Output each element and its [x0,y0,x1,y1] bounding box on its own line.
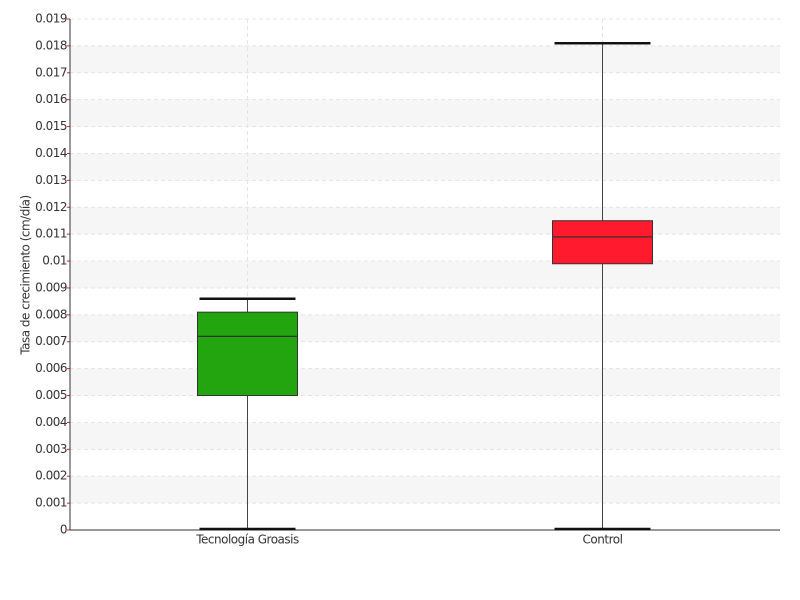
y-tick-label: 0.003 [35,442,67,456]
grid-band [70,476,780,504]
grid-band [70,45,780,73]
y-tick-label: 0.002 [35,469,67,483]
y-tick-label: 0 [60,523,67,537]
grid-band [70,153,780,181]
x-tick-label: Tecnología Groasis [195,533,299,547]
grid-band [70,368,780,396]
y-tick-label: 0.011 [35,227,67,241]
y-tick-label: 0.014 [35,146,67,160]
y-tick-label: 0.019 [35,12,67,26]
grid-band [70,422,780,450]
y-tick-label: 0.012 [35,200,67,214]
y-tick-label: 0.015 [35,119,67,133]
grid-band [70,99,780,127]
y-tick-label: 0.017 [35,65,67,79]
x-tick-label: Control [583,533,623,547]
grid-band [70,314,780,342]
y-tick-label: 0.005 [35,388,67,402]
y-tick-label: 0.018 [35,38,67,52]
y-tick-label: 0.007 [35,334,67,348]
y-tick-label: 0.006 [35,361,67,375]
y-tick-label: 0.013 [35,173,67,187]
grid-band [70,207,780,235]
y-tick-label: 0.016 [35,92,67,106]
y-axis-label: Tasa de crecimiento (cm/día) [19,195,33,355]
y-tick-label: 0.004 [35,415,67,429]
y-tick-label: 0.008 [35,307,67,321]
box [552,220,653,265]
y-tick-label: 0.001 [35,496,67,510]
grid-band [70,261,780,288]
y-tick-label: 0.009 [35,280,67,294]
box [197,311,298,397]
y-tick-label: 0.01 [42,254,67,268]
